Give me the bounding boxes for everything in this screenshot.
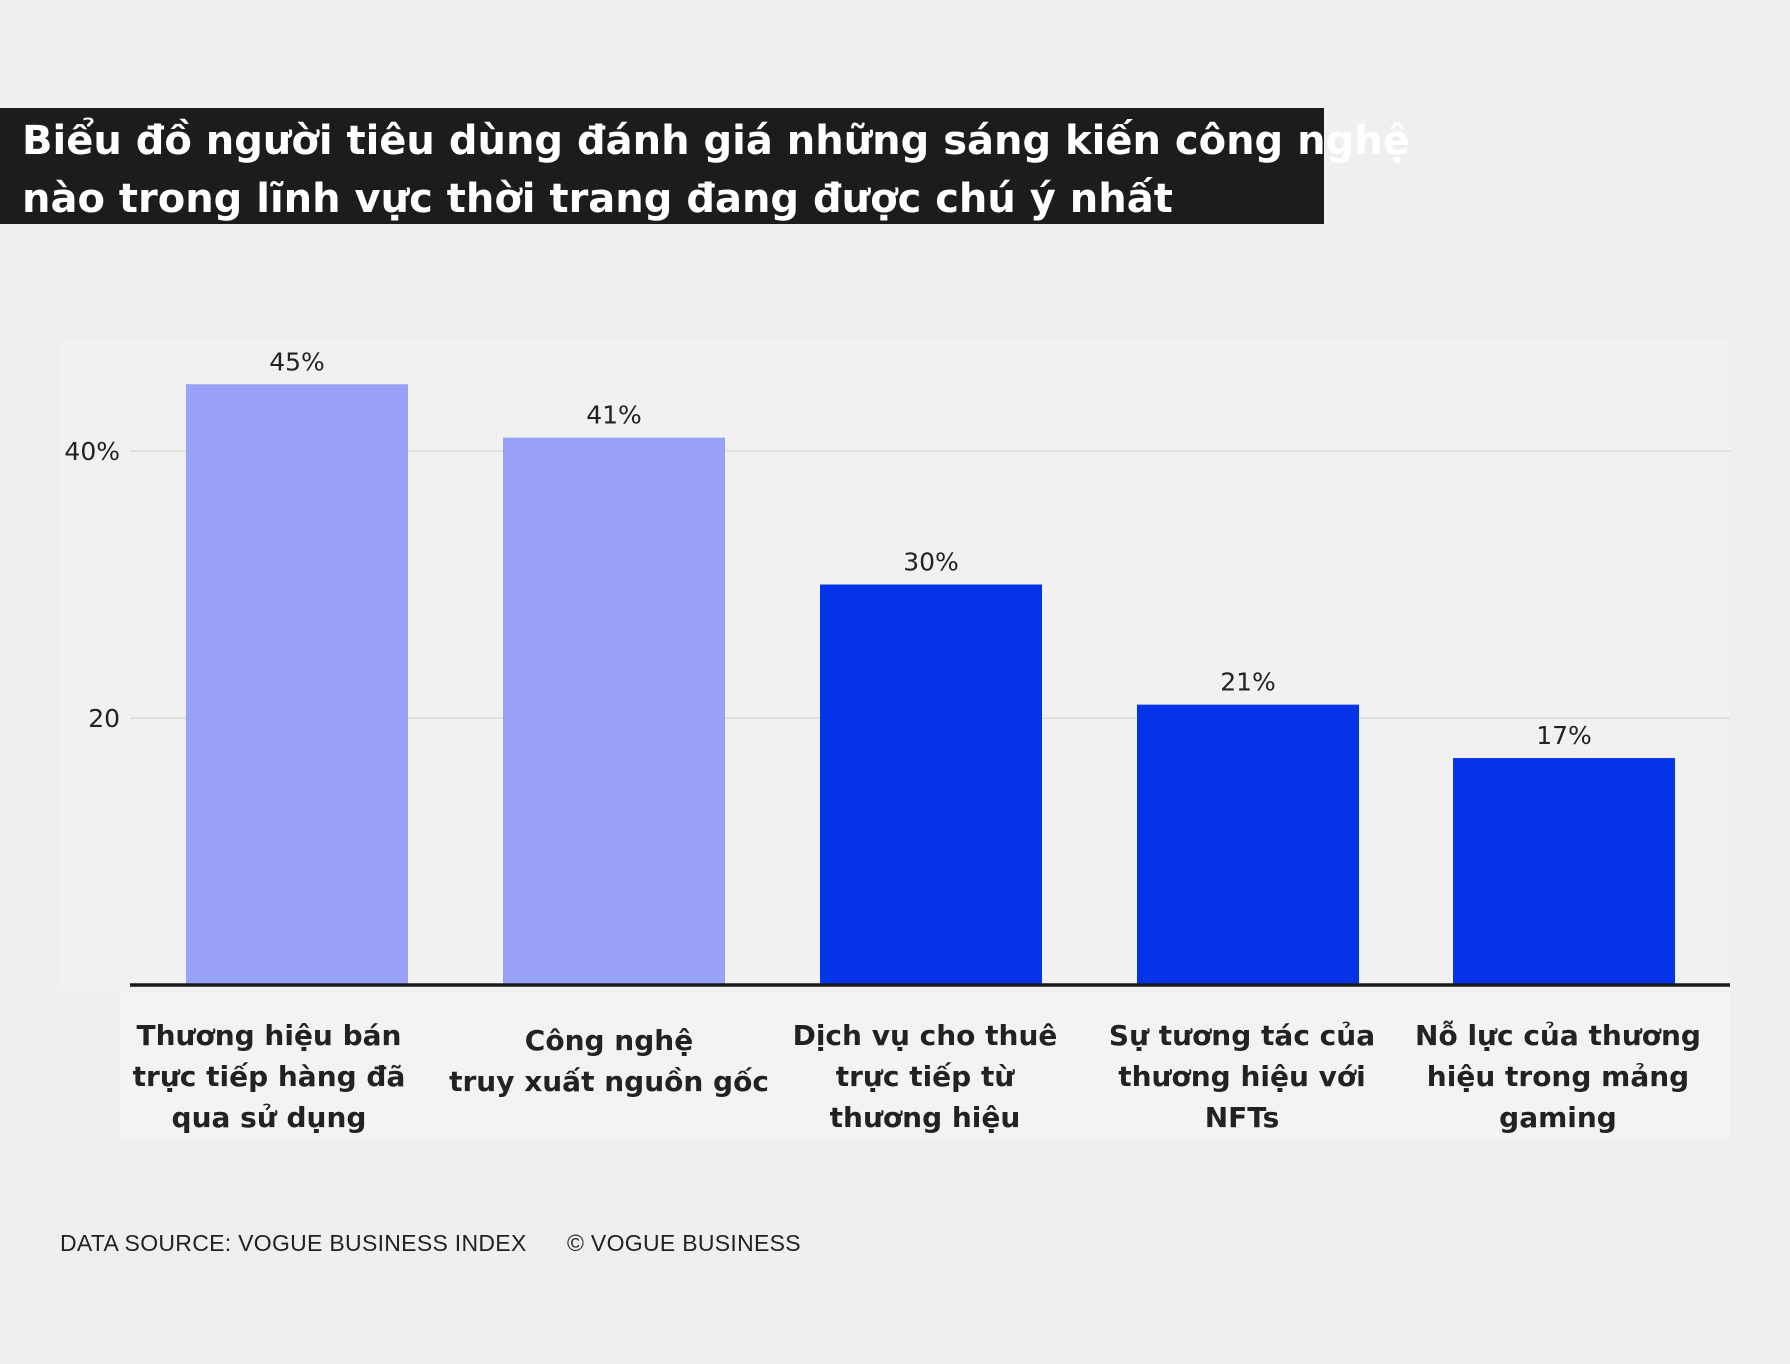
x-tick-label-line: Sự tương tác của [1109,1019,1375,1052]
x-tick-label-line: hiệu trong mảng [1427,1060,1689,1093]
bar-3 [1137,704,1359,985]
x-tick-label-line: Công nghệ [525,1024,693,1057]
x-tick-label: Thương hiệu bán trực tiếp hàng đã qua sử d… [133,1019,406,1134]
data-label: 45% [269,347,325,376]
x-tick-label-line: NFTs [1205,1101,1280,1134]
bar-1 [503,437,725,985]
x-tick-label-line: trực tiếp từ [836,1060,1016,1093]
data-label: 17% [1536,721,1592,750]
y-tick-label: 20 [88,704,120,733]
x-tick-label-line: Dịch vụ cho thuê [793,1019,1058,1052]
x-tick-label-line: thương hiệu với [1118,1060,1366,1093]
y-tick-label: 40% [64,437,120,466]
x-tick-label-line: Nỗ lực của thương [1415,1019,1701,1052]
x-tick-label-line: thương hiệu [830,1101,1021,1134]
x-tick-label-line: qua sử dụng [172,1101,367,1134]
category-label-panel [120,992,1730,1140]
bar-0 [186,384,408,985]
chart-title: Biểu đồ người tiêu dùng đánh giá những s… [0,108,1410,224]
data-label: 41% [586,401,642,430]
data-source-note: DATA SOURCE: VOGUE BUSINESS INDEX [60,1230,527,1256]
x-tick-label-line: trực tiếp hàng đã [133,1060,406,1093]
x-tick-label: Nỗ lực của thương hiệu trong mảng gaming [1415,1019,1701,1134]
chart-title-line-2: nào trong lĩnh vực thời trang đang được … [22,176,1173,222]
bar-2 [820,584,1042,985]
bar-4 [1453,758,1675,985]
data-label: 21% [1220,668,1276,697]
x-tick-label-line: gaming [1499,1101,1617,1134]
x-tick-label: Công nghệ truy xuất nguồn gốc [449,1024,769,1098]
x-tick-label: Sự tương tác của thương hiệu với NFTs [1109,1019,1375,1134]
x-tick-label: Dịch vụ cho thuê trực tiếp từ thương hiệu [793,1019,1058,1134]
x-tick-label-line: Thương hiệu bán [136,1019,401,1052]
data-label: 30% [903,548,959,577]
copyright-note: © VOGUE BUSINESS [567,1230,801,1256]
chart-title-line-1: Biểu đồ người tiêu dùng đánh giá những s… [22,118,1410,164]
x-tick-label-line: truy xuất nguồn gốc [449,1065,769,1098]
